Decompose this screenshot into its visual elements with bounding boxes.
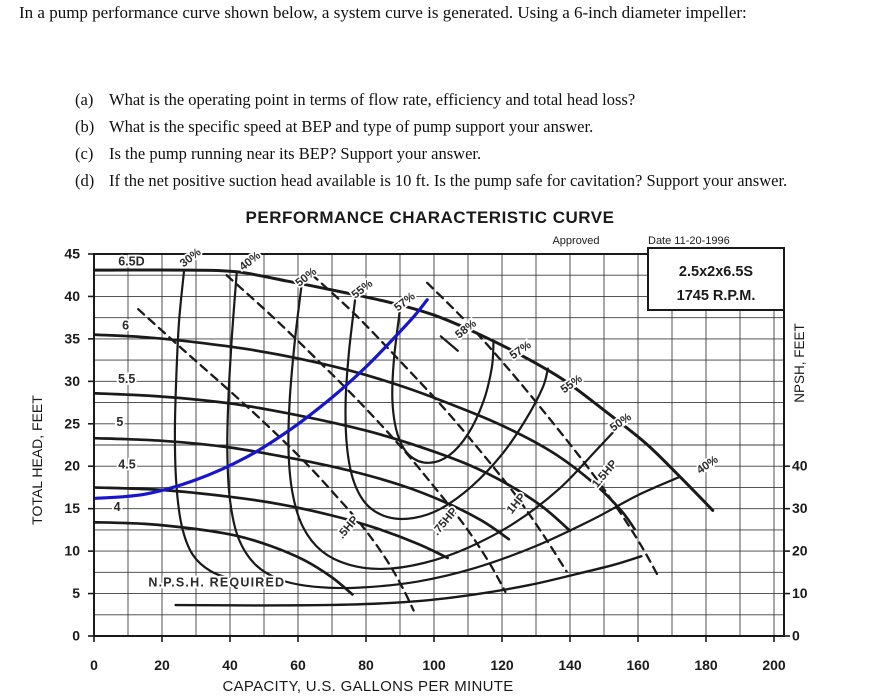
svg-text:58%: 58% bbox=[453, 318, 479, 342]
svg-text:40: 40 bbox=[222, 657, 238, 673]
item-marker: (c) bbox=[75, 144, 94, 163]
svg-text:0: 0 bbox=[90, 657, 98, 673]
svg-text:40: 40 bbox=[64, 288, 80, 304]
svg-text:N.P.S.H. REQUIRED: N.P.S.H. REQUIRED bbox=[148, 576, 285, 590]
svg-text:6.5D: 6.5D bbox=[118, 255, 144, 269]
svg-text:Approved: Approved bbox=[552, 235, 599, 247]
question-item-a: (a) What is the operating point in terms… bbox=[75, 86, 887, 113]
svg-text:1.5HP: 1.5HP bbox=[590, 458, 620, 490]
question-item-b: (b) What is the specific speed at BEP an… bbox=[75, 113, 887, 140]
svg-text:1745 R.P.M.: 1745 R.P.M. bbox=[677, 288, 756, 304]
svg-text:40: 40 bbox=[792, 458, 808, 474]
svg-text:35: 35 bbox=[64, 330, 80, 346]
svg-text:NPSH, FEET: NPSH, FEET bbox=[792, 323, 807, 403]
svg-text:.75HP: .75HP bbox=[430, 505, 460, 537]
svg-text:6: 6 bbox=[122, 318, 129, 332]
svg-text:2.5x2x6.5S: 2.5x2x6.5S bbox=[679, 264, 754, 280]
svg-text:PERFORMANCE CHARACTERISTIC CUR: PERFORMANCE CHARACTERISTIC CURVE bbox=[246, 208, 615, 227]
question-list: (a) What is the operating point in terms… bbox=[75, 86, 887, 194]
svg-text:5: 5 bbox=[116, 415, 123, 429]
item-text: What is the specific speed at BEP and ty… bbox=[109, 117, 594, 136]
svg-text:80: 80 bbox=[358, 657, 374, 673]
svg-text:30: 30 bbox=[792, 500, 808, 516]
svg-text:15: 15 bbox=[64, 500, 80, 516]
svg-text:160: 160 bbox=[626, 657, 650, 673]
svg-text:10: 10 bbox=[64, 543, 80, 559]
svg-text:100: 100 bbox=[422, 657, 446, 673]
svg-text:20: 20 bbox=[154, 657, 170, 673]
svg-text:0: 0 bbox=[792, 628, 800, 644]
svg-text:5: 5 bbox=[72, 585, 80, 601]
svg-text:20: 20 bbox=[792, 543, 808, 559]
svg-text:20: 20 bbox=[64, 458, 80, 474]
svg-text:120: 120 bbox=[490, 657, 514, 673]
svg-text:30: 30 bbox=[64, 373, 80, 389]
svg-text:180: 180 bbox=[694, 657, 718, 673]
svg-text:4: 4 bbox=[114, 500, 121, 514]
svg-text:TOTAL HEAD, FEET: TOTAL HEAD, FEET bbox=[29, 395, 45, 525]
item-marker: (a) bbox=[75, 90, 94, 109]
item-text: What is the operating point in terms of … bbox=[109, 90, 636, 109]
item-text: If the net positive suction head availab… bbox=[109, 171, 788, 190]
item-marker: (d) bbox=[75, 171, 95, 190]
svg-text:200: 200 bbox=[762, 657, 786, 673]
svg-text:25: 25 bbox=[64, 415, 80, 431]
question-item-c: (c) Is the pump running near its BEP? Su… bbox=[75, 140, 887, 167]
svg-text:0: 0 bbox=[72, 628, 80, 644]
svg-text:40%: 40% bbox=[695, 454, 721, 477]
question-item-d: (d) If the net positive suction head ava… bbox=[75, 167, 887, 194]
svg-text:57%: 57% bbox=[392, 291, 418, 315]
svg-text:10: 10 bbox=[792, 585, 808, 601]
svg-text:140: 140 bbox=[558, 657, 582, 673]
svg-text:Date 11-20-1996: Date 11-20-1996 bbox=[648, 235, 730, 247]
svg-text:5.5: 5.5 bbox=[118, 372, 135, 386]
problem-intro: In a pump performance curve shown below,… bbox=[19, 3, 747, 22]
svg-text:60: 60 bbox=[290, 657, 306, 673]
svg-text:CAPACITY, U.S. GALLONS PER MIN: CAPACITY, U.S. GALLONS PER MINUTE bbox=[222, 678, 513, 695]
item-text: Is the pump running near its BEP? Suppor… bbox=[109, 144, 482, 163]
svg-text:45: 45 bbox=[64, 246, 80, 262]
svg-text:30%: 30% bbox=[178, 246, 204, 270]
item-marker: (b) bbox=[75, 117, 95, 136]
svg-text:4.5: 4.5 bbox=[118, 458, 135, 472]
